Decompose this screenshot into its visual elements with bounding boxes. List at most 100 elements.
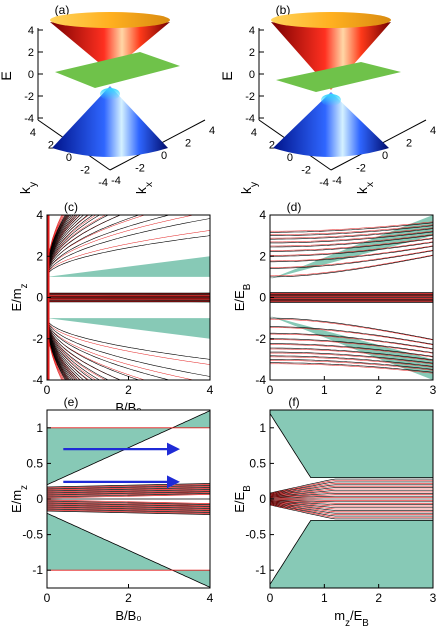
upper-cone-surface [50, 22, 170, 72]
y-axis-label: E/mz [9, 485, 30, 513]
flat-band [270, 500, 433, 507]
flat-band [270, 487, 433, 496]
panel-f: 0 1 2 3 1 0.5 0 -0.5 -1 (f) E/EB mz/EB [232, 395, 437, 629]
flat-band [47, 502, 210, 507]
panel-label: (c) [64, 200, 78, 214]
curve-black [270, 317, 433, 340]
curve-black [270, 347, 433, 361]
shaded-region [47, 513, 210, 588]
curve-black [47, 215, 89, 277]
z-tick-label: 4 [249, 25, 255, 37]
curve-red [270, 249, 433, 268]
curve-red [270, 227, 433, 239]
curve-red [270, 344, 433, 358]
curve-black [270, 238, 433, 252]
curve-red [270, 241, 433, 256]
curve-black [270, 355, 433, 367]
curve-black [270, 343, 433, 357]
flat-band [270, 494, 433, 498]
curve-black [47, 318, 85, 380]
x-tick-label: 2 [125, 383, 132, 397]
blank-region [47, 410, 210, 428]
flat-band [270, 485, 433, 496]
y-tick-label: -1 [255, 563, 266, 577]
x-tick-label: -4 [332, 175, 342, 187]
flat-band [47, 507, 210, 512]
y-tick-label: 0.5 [249, 456, 266, 470]
curve-red [47, 319, 107, 380]
y-tick-label: -1 [32, 563, 43, 577]
flat-band [270, 491, 433, 498]
curve-black [270, 231, 433, 244]
x-axis-label: kx [354, 181, 376, 194]
curve-black [270, 359, 433, 370]
x-axis-label: B/B₀ [115, 608, 141, 623]
flat-band [47, 510, 210, 515]
panel-label: (a) [55, 3, 70, 17]
flat-band [47, 490, 210, 495]
flat-band [270, 495, 433, 499]
y-tick-label: 4 [36, 208, 43, 222]
panel-label: (d) [287, 200, 302, 214]
flat-band [270, 484, 433, 495]
curve-black [270, 362, 433, 373]
y-tick-label: -2 [80, 165, 90, 177]
y-tick-label: 2 [259, 249, 266, 263]
flat-band [47, 501, 210, 506]
curve-black [270, 250, 433, 269]
y-tick-label: -4 [98, 177, 108, 189]
y-tick-label: -4 [255, 373, 266, 387]
curve-red [270, 339, 433, 354]
curve-black [47, 215, 94, 277]
flat-band [47, 493, 210, 498]
z-tick-label: 0 [28, 69, 34, 81]
curve-red [270, 234, 433, 247]
curve-black [47, 318, 76, 380]
x-tick-label: 3 [430, 591, 437, 605]
upper-cone-rim [271, 12, 391, 28]
curve-black [47, 317, 210, 377]
y-axis-label: E/mz [9, 283, 30, 311]
x-tick-label: -2 [356, 163, 366, 175]
y-tick-label: 0 [287, 152, 293, 164]
plot-area [270, 410, 433, 588]
x-tick-label: 2 [375, 383, 382, 397]
flat-band [270, 502, 433, 513]
x-tick-label: 0 [267, 383, 274, 397]
curve-black [270, 351, 433, 364]
flat-band-surface [55, 52, 180, 88]
y-tick-label: 2 [269, 140, 275, 152]
y-tick-label: 1 [36, 421, 43, 435]
curve-red [47, 215, 90, 276]
curve-black [47, 215, 109, 277]
panel-label: (e) [64, 395, 79, 409]
flat-band [270, 483, 433, 495]
y-tick-label: 0 [36, 291, 43, 305]
panel-label: (b) [276, 3, 291, 17]
flat-band [47, 505, 210, 510]
panel-label: (f) [288, 395, 299, 409]
y-tick-label: 4 [251, 127, 257, 139]
curve-black [270, 234, 433, 248]
curve-black [47, 215, 101, 277]
y-tick-label: -0.5 [245, 528, 266, 542]
curve-black [47, 512, 210, 588]
y-tick-label: 2 [36, 249, 43, 263]
curve-black [270, 255, 433, 278]
curve-red [270, 356, 433, 368]
z-tick-label: 2 [28, 47, 34, 59]
curve-red [47, 319, 80, 380]
curve-red [270, 363, 433, 374]
y-tick-label: 1 [259, 421, 266, 435]
shaded-region [47, 256, 210, 277]
x-tick-label: 3 [430, 383, 437, 397]
curve-black [47, 215, 76, 277]
flat-band [270, 504, 433, 518]
curve-red [270, 221, 433, 232]
y-tick-label: 0 [66, 152, 72, 164]
shaded-region [270, 410, 433, 478]
flat-band [270, 480, 433, 494]
curve-red [47, 215, 80, 276]
y-tick-label: 0 [36, 492, 43, 506]
lower-cone-tip [321, 94, 341, 106]
